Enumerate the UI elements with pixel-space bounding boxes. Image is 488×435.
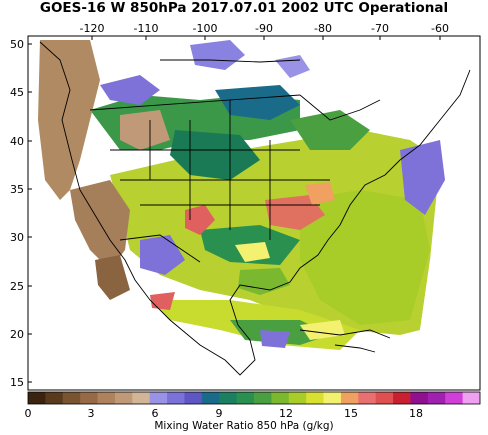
colorbar-tick-label: 3 xyxy=(88,407,95,420)
longitude-axis: -120 -110 -100 -90 -80 -70 -60 xyxy=(80,22,449,40)
lat-tick-label: 30 xyxy=(10,231,24,244)
lat-tick-label: 35 xyxy=(10,183,24,196)
colorbar-swatch xyxy=(410,392,429,404)
latitude-axis: 50 45 40 35 30 25 20 15 xyxy=(10,38,32,389)
colorbar-swatch xyxy=(45,392,64,404)
colorbar-label: Mixing Water Ratio 850 hPa (g/kg) xyxy=(154,420,334,432)
lat-tick-label: 50 xyxy=(10,38,24,51)
colorbar-swatch xyxy=(254,392,272,404)
colorbar-tick-label: 12 xyxy=(279,407,293,420)
lon-tick-label: -70 xyxy=(371,22,389,35)
colorbar-swatch xyxy=(149,392,168,404)
colorbar-swatch xyxy=(288,392,307,404)
colorbar-tick-label: 6 xyxy=(152,407,159,420)
colorbar-swatch xyxy=(393,392,411,404)
colorbar-swatch xyxy=(236,392,255,404)
lat-tick-label: 45 xyxy=(10,86,24,99)
colorbar-swatch xyxy=(358,392,377,404)
lon-tick-label: -90 xyxy=(255,22,273,35)
moisture-field xyxy=(28,40,480,390)
colorbar-swatch xyxy=(323,392,342,404)
lon-tick-label: -110 xyxy=(134,22,159,35)
lon-tick-label: -80 xyxy=(314,22,332,35)
lat-tick-label: 20 xyxy=(10,328,24,341)
map-title: GOES-16 W 850hPa 2017.07.01 2002 UTC Ope… xyxy=(39,0,449,16)
colorbar-swatch xyxy=(62,392,81,404)
lon-tick-label: -100 xyxy=(193,22,218,35)
colorbar-swatch xyxy=(184,392,203,404)
colorbar-swatch xyxy=(340,392,359,404)
colorbar-swatch xyxy=(306,392,325,404)
colorbar-swatch xyxy=(132,392,151,404)
colorbar-swatch xyxy=(219,392,238,404)
colorbar-swatch xyxy=(97,392,116,404)
colorbar xyxy=(28,392,481,404)
colorbar-tick-label: 9 xyxy=(216,407,223,420)
colorbar-swatch xyxy=(28,392,46,404)
coastline-outline xyxy=(39,41,471,376)
colorbar-tick-label: 15 xyxy=(344,407,358,420)
colorbar-swatch xyxy=(271,392,290,404)
lat-tick-label: 40 xyxy=(10,135,24,148)
lat-tick-label: 15 xyxy=(10,376,24,389)
colorbar-swatch xyxy=(114,392,133,404)
colorbar-swatch xyxy=(462,392,481,404)
colorbar-tick-label: 18 xyxy=(409,407,423,420)
colorbar-swatch xyxy=(80,392,99,404)
colorbar-tick-label: 0 xyxy=(25,407,32,420)
colorbar-frame xyxy=(27,391,481,405)
colorbar-swatch xyxy=(445,392,464,404)
colorbar-swatch xyxy=(201,392,220,404)
lon-tick-label: -60 xyxy=(431,22,449,35)
colorbar-ticks: 0 3 6 9 12 15 18 xyxy=(25,407,424,420)
lat-tick-label: 25 xyxy=(10,280,24,293)
colorbar-swatch xyxy=(167,392,185,404)
colorbar-swatch xyxy=(375,392,394,404)
lon-tick-label: -120 xyxy=(80,22,105,35)
colorbar-swatch xyxy=(427,392,446,404)
plot-frame xyxy=(27,35,481,391)
